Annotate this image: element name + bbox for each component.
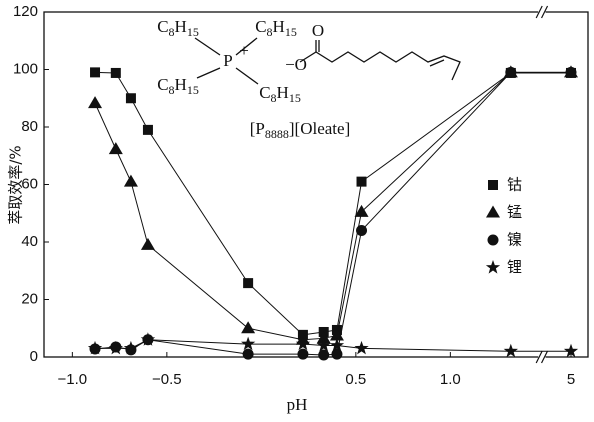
axis-break-mark (540, 5, 549, 19)
marker-square (125, 93, 136, 104)
marker-circle (505, 66, 517, 78)
marker-star (354, 340, 369, 355)
y-axis-label: 萃取效率/% (7, 145, 25, 224)
axis-break-gap (538, 354, 546, 360)
axis-break-mark (535, 350, 543, 364)
marker-star (485, 260, 501, 274)
axis-break-mark (535, 5, 543, 19)
group-label: C8H15 (255, 17, 297, 39)
marker-star (316, 338, 331, 352)
anion: −O (285, 55, 307, 74)
y-tick-label: 0 (30, 348, 38, 365)
series-line (94, 71, 571, 341)
x-tick-label: 0.5 (345, 371, 366, 388)
x-axis-label: pH (287, 395, 308, 414)
compound-name: [P8888][Oleate] (250, 119, 350, 141)
marker-star (503, 343, 518, 358)
group-label: C8H15 (259, 83, 301, 105)
marker-circle (565, 66, 577, 78)
marker-circle (242, 348, 254, 360)
y-tick-label: 100 (13, 60, 38, 77)
y-tick-label: 60 (21, 175, 38, 192)
series-line (94, 71, 571, 356)
marker-triangle (88, 96, 103, 109)
marker-star (241, 336, 256, 351)
x-tick-label: 1.0 (440, 371, 461, 388)
marker-square (90, 67, 101, 78)
marker-triangle (123, 174, 138, 187)
group-label: C8H15 (157, 75, 199, 97)
legend-label: 钴 (507, 176, 522, 194)
x-tick-label: −1.0 (58, 371, 88, 388)
group-label: C8H15 (157, 17, 199, 39)
legend-label: 锰 (507, 203, 522, 221)
carbonyl: O (312, 21, 324, 40)
marker-circle (318, 349, 330, 361)
marker-star (87, 340, 103, 355)
legend-label: 锂 (507, 258, 522, 276)
marker-star (108, 340, 123, 355)
marker-square (488, 180, 498, 190)
series-line (95, 71, 571, 336)
marker-triangle (354, 204, 369, 217)
axis-break-gap (538, 9, 546, 15)
marker-triangle (140, 237, 155, 250)
marker-star (563, 343, 579, 358)
marker-triangle (486, 205, 500, 218)
structure-bonds (194, 37, 461, 85)
y-tick-label: 40 (21, 233, 38, 250)
center-atom: P (223, 51, 232, 70)
x-tick-label: 5 (567, 371, 575, 388)
marker-circle (331, 348, 343, 360)
marker-star (140, 332, 156, 346)
marker-star (123, 340, 139, 355)
marker-triangle (241, 321, 256, 334)
x-tick-label: −0.5 (152, 371, 182, 388)
marker-star (329, 338, 345, 352)
legend-label: 镍 (507, 231, 522, 249)
marker-square (110, 67, 121, 78)
marker-triangle (108, 142, 123, 155)
axis-break-mark (540, 350, 549, 364)
marker-circle (297, 348, 309, 360)
marker-circle (487, 234, 499, 246)
y-tick-label: 20 (21, 290, 38, 307)
marker-circle (356, 225, 368, 236)
y-tick-label: 120 (13, 3, 38, 20)
charge: + (239, 41, 249, 60)
y-tick-label: 80 (21, 118, 38, 135)
marker-square (243, 278, 254, 289)
marker-square (142, 124, 153, 135)
marker-star (295, 336, 311, 351)
marker-square (356, 176, 367, 187)
marker-triangle (316, 331, 331, 344)
